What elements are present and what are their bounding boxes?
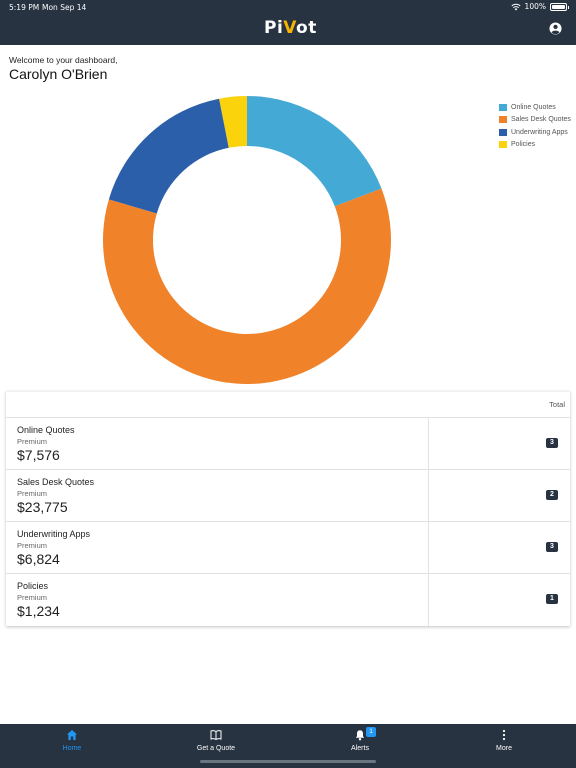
row-sublabel: Premium	[17, 593, 48, 602]
alerts-count-badge: 1	[366, 727, 376, 737]
legend-swatch	[499, 141, 507, 149]
legend-label: Online Quotes	[511, 103, 556, 111]
count-badge: 3	[546, 438, 558, 448]
tab-label: Get a Quote	[196, 745, 236, 752]
app-logo: PiVot	[264, 18, 317, 38]
battery-percent: 100%	[524, 2, 546, 11]
table-row-online-quotes[interactable]: Online Quotes Premium $7,576 3	[6, 418, 570, 470]
account-icon[interactable]	[549, 22, 562, 35]
donut-slice-online-quotes[interactable]	[247, 96, 382, 207]
table-row-policies[interactable]: Policies Premium $1,234 1	[6, 574, 570, 626]
legend-item[interactable]: Online Quotes	[499, 101, 571, 114]
bottom-tab-bar: Home Get a Quote Alerts 1 More	[0, 724, 576, 768]
bell-icon	[355, 730, 365, 741]
more-vertical-icon	[502, 729, 506, 741]
home-icon	[67, 730, 77, 740]
donut-slice-policies[interactable]	[219, 96, 247, 148]
book-icon	[210, 730, 222, 741]
donut-chart	[103, 96, 391, 384]
row-name: Online Quotes	[17, 425, 75, 435]
summary-table: Total Online Quotes Premium $7,576 3 Sal…	[6, 391, 570, 626]
legend-item[interactable]: Sales Desk Quotes	[499, 114, 571, 127]
tab-label: Alerts	[351, 745, 369, 752]
tab-home[interactable]: Home	[0, 724, 144, 768]
row-sublabel: Premium	[17, 489, 48, 498]
count-badge: 2	[546, 490, 558, 500]
table-row-underwriting-apps[interactable]: Underwriting Apps Premium $6,824 3	[6, 522, 570, 574]
tab-alerts[interactable]: Alerts	[288, 724, 432, 768]
user-name: Carolyn O'Brien	[9, 66, 108, 82]
donut-slice-sales-desk-quotes[interactable]	[103, 188, 391, 384]
tab-label: Home	[62, 745, 82, 752]
chart-legend: Online Quotes Sales Desk Quotes Underwriti…	[499, 101, 571, 151]
legend-label: Underwriting Apps	[511, 128, 568, 136]
count-badge: 1	[546, 594, 558, 604]
column-divider	[428, 418, 429, 469]
row-amount: $23,775	[17, 499, 68, 515]
status-right: 100%	[510, 2, 569, 11]
legend-item[interactable]: Underwriting Apps	[499, 126, 571, 139]
total-column-label: Total	[549, 400, 565, 409]
row-amount: $1,234	[17, 603, 60, 619]
welcome-text: Welcome to your dashboard,	[9, 55, 118, 65]
tab-more[interactable]: More	[432, 724, 576, 768]
row-sublabel: Premium	[17, 541, 48, 550]
status-bar: 5:19 PM Mon Sep 14 100%	[0, 0, 576, 14]
wifi-icon	[510, 3, 521, 10]
row-amount: $7,576	[17, 447, 60, 463]
legend-label: Sales Desk Quotes	[511, 116, 571, 124]
row-sublabel: Premium	[17, 437, 48, 446]
table-header: Total	[6, 392, 570, 418]
table-row-sales-desk-quotes[interactable]: Sales Desk Quotes Premium $23,775 2	[6, 470, 570, 522]
legend-swatch	[499, 128, 507, 136]
legend-swatch	[499, 116, 507, 124]
top-navbar: PiVot	[0, 14, 576, 45]
row-name: Underwriting Apps	[17, 529, 91, 539]
home-indicator	[200, 760, 376, 763]
row-amount: $6,824	[17, 551, 60, 567]
row-name: Sales Desk Quotes	[17, 477, 95, 487]
column-divider	[428, 522, 429, 573]
legend-swatch	[499, 103, 507, 111]
tab-label: More	[496, 745, 512, 752]
battery-icon	[550, 2, 569, 11]
column-divider	[428, 574, 429, 626]
tab-get-a-quote[interactable]: Get a Quote	[144, 724, 288, 768]
legend-label: Policies	[511, 141, 536, 149]
row-name: Policies	[17, 581, 49, 591]
donut-slice-underwriting-apps[interactable]	[108, 98, 229, 214]
count-badge: 3	[546, 542, 558, 552]
status-date: Mon Sep 14	[42, 3, 87, 12]
column-divider	[428, 470, 429, 521]
status-time: 5:19 PM	[9, 3, 40, 12]
legend-item[interactable]: Policies	[499, 139, 571, 152]
